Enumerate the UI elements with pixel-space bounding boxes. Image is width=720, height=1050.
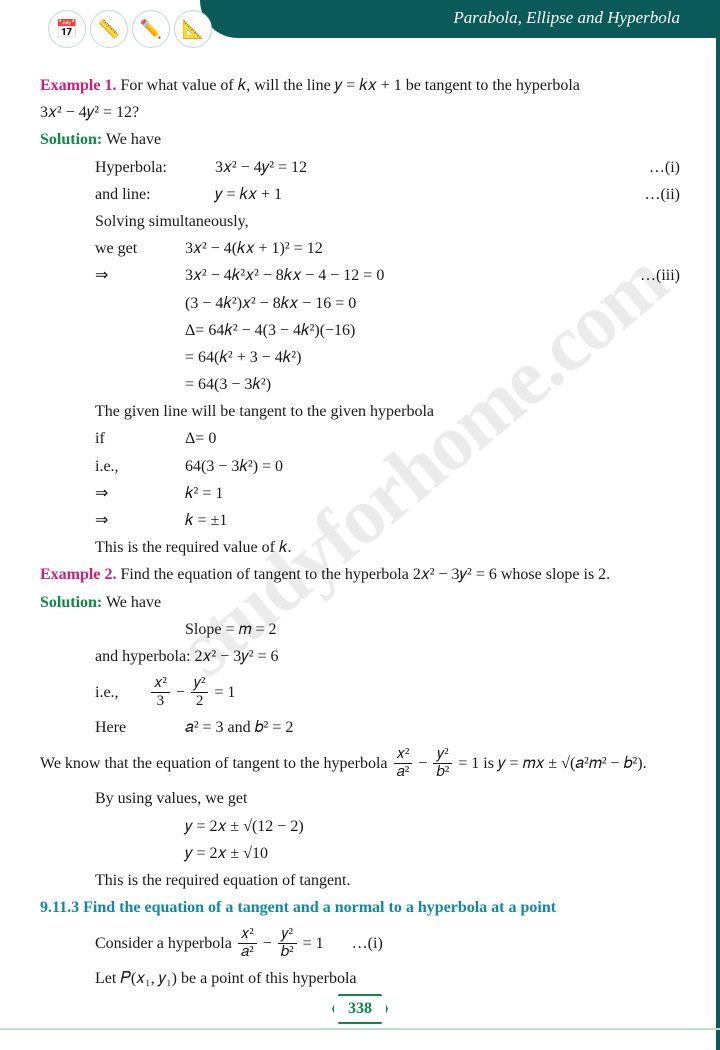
eq: Δ= 0 <box>185 425 680 452</box>
eq: 𝑘² = 1 <box>185 480 680 507</box>
ex1-q2: 3𝑥² − 4𝑦² = 12? <box>40 99 680 126</box>
frac: 𝑥²3 <box>151 675 170 709</box>
right-border <box>716 0 720 1050</box>
text: The given line will be tangent to the gi… <box>40 398 680 425</box>
eq: and hyperbola: 2𝑥² − 3𝑦² = 6 <box>40 643 680 670</box>
text: By using values, we get <box>40 785 680 812</box>
lbl: Here <box>40 714 185 741</box>
ex2-sol: Solution: We have <box>40 589 680 616</box>
frac: 𝑥²𝑎² <box>238 926 257 960</box>
frac: 𝑦²2 <box>191 675 209 709</box>
eqn-num: …(i) <box>620 154 680 181</box>
lbl: ⇒ <box>40 480 185 507</box>
content-body: Example 1. For what value of 𝑘, will the… <box>40 72 680 992</box>
frac: 𝑦²𝑏² <box>433 746 452 780</box>
sec-num: 9.11.3 <box>40 899 79 916</box>
eq: Slope = 𝑚 = 2 <box>40 616 680 643</box>
frac: 𝑦²𝑏² <box>278 926 297 960</box>
solution-label: Solution: <box>40 131 102 148</box>
lbl: and line: <box>40 181 215 208</box>
text: We have <box>106 131 161 148</box>
eq: 3𝑥² − 4𝑦² = 12 <box>215 154 620 181</box>
eq: 3𝑥² − 4(𝑘𝑥 + 1)² = 12 <box>185 235 680 262</box>
eq: 𝑦 = 2𝑥 ± √10 <box>40 840 680 867</box>
eq: 𝑦 = 𝑘𝑥 + 1 <box>215 181 620 208</box>
lbl: Hyperbola: <box>40 154 215 181</box>
lbl: if <box>40 425 185 452</box>
sec-title: Find the equation of a tangent and a nor… <box>83 899 556 916</box>
row: ⇒ 3𝑥² − 4𝑘²𝑥² − 8𝑘𝑥 − 4 − 12 = 0 …(iii) <box>40 262 680 289</box>
chapter-title: Parabola, Ellipse and Hyperbola <box>453 8 680 28</box>
eq: (3 − 4𝑘²)𝑥² − 8𝑘𝑥 − 16 = 0 <box>40 290 680 317</box>
lbl: i.e., <box>40 453 185 480</box>
section-heading: 9.11.3 Find the equation of a tangent an… <box>40 894 680 921</box>
ruler-icon: 📏 <box>90 10 128 48</box>
eq: = 1 <box>214 679 235 706</box>
compass-icon: ✏️ <box>132 10 170 48</box>
row: we get 3𝑥² − 4(𝑘𝑥 + 1)² = 12 <box>40 235 680 262</box>
triangle-icon: 📐 <box>174 10 212 48</box>
text: We know that the equation of tangent to … <box>40 750 388 777</box>
ex1-sol: Solution: We have <box>40 126 680 153</box>
text: This is the required value of 𝑘. <box>40 534 680 561</box>
eqn-num: …(iii) <box>620 262 680 289</box>
text: This is the required equation of tangent… <box>40 867 680 894</box>
text: We have <box>106 594 161 611</box>
ex2-label: Example 2. <box>40 566 116 583</box>
eq: 𝑦 = 2𝑥 ± √(12 − 2) <box>40 813 680 840</box>
lbl: ⇒ <box>40 262 185 289</box>
lbl: i.e., <box>95 679 145 706</box>
eq: Δ= 64𝑘² − 4(3 − 4𝑘²)(−16) <box>40 317 680 344</box>
row: ifΔ= 0 <box>40 425 680 452</box>
row: i.e.,64(3 − 3𝑘²) = 0 <box>40 453 680 480</box>
bottom-edge <box>0 1028 720 1050</box>
page-number-badge: 338 <box>332 994 388 1024</box>
row: Hyperbola: 3𝑥² − 4𝑦² = 12 …(i) <box>40 154 680 181</box>
ex2-q: Find the equation of tangent to the hype… <box>120 566 610 583</box>
lbl: ⇒ <box>40 507 185 534</box>
row: Consider a hyperbola 𝑥²𝑎² − 𝑦²𝑏² = 1 …(i… <box>40 921 680 965</box>
eq: = 64(𝑘² + 3 − 4𝑘²) <box>40 344 680 371</box>
row: ⇒𝑘 = ±1 <box>40 507 680 534</box>
eq: 3𝑥² − 4𝑘²𝑥² − 8𝑘𝑥 − 4 − 12 = 0 <box>185 262 620 289</box>
calendar-icon: 📅 <box>48 10 86 48</box>
text: Let 𝑃(𝑥₁, 𝑦₁) be a point of this hyperbo… <box>40 965 680 992</box>
ex1-label: Example 1. <box>40 77 116 94</box>
eq: 64(3 − 3𝑘²) = 0 <box>185 453 680 480</box>
eq: 𝑘 = ±1 <box>185 507 680 534</box>
eq: = 1 …(i) <box>303 930 383 957</box>
row: and line: 𝑦 = 𝑘𝑥 + 1 …(ii) <box>40 181 680 208</box>
row: i.e., 𝑥²3 − 𝑦²2 = 1 <box>40 670 680 714</box>
lbl: we get <box>40 235 185 262</box>
solution-label: Solution: <box>40 594 102 611</box>
eq: 𝑎² = 3 and 𝑏² = 2 <box>185 714 680 741</box>
header-icons: 📅 📏 ✏️ 📐 <box>48 10 212 48</box>
frac: 𝑥²𝑎² <box>394 746 413 780</box>
ex1-q1: For what value of 𝑘, will the line 𝑦 = 𝑘… <box>120 77 579 94</box>
example-2: Example 2. Find the equation of tangent … <box>40 561 680 588</box>
text: Solving simultaneously, <box>40 208 680 235</box>
textbook-page: Parabola, Ellipse and Hyperbola 📅 📏 ✏️ 📐… <box>0 0 720 1050</box>
eq: = 1 is 𝑦 = 𝑚𝑥 ± √(𝑎²𝑚² − 𝑏²). <box>458 750 646 777</box>
row: ⇒𝑘² = 1 <box>40 480 680 507</box>
row: We know that the equation of tangent to … <box>40 741 680 785</box>
text: Consider a hyperbola <box>95 930 232 957</box>
eq: = 64(3 − 3𝑘²) <box>40 371 680 398</box>
eqn-num: …(ii) <box>620 181 680 208</box>
row: Here𝑎² = 3 and 𝑏² = 2 <box>40 714 680 741</box>
example-1: Example 1. For what value of 𝑘, will the… <box>40 72 680 99</box>
